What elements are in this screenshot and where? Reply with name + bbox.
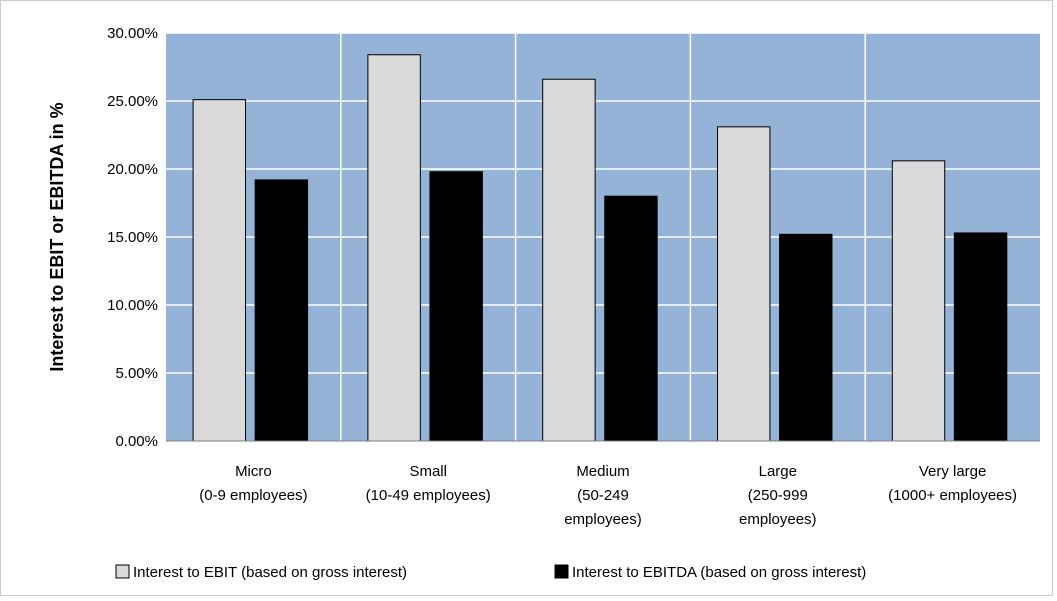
x-category-label: (10-49 employees) [366, 487, 491, 504]
x-category-label: Medium [576, 463, 629, 480]
x-category-label: Small [409, 463, 447, 480]
y-axis-label: Interest to EBIT or EBITDA in % [47, 102, 67, 371]
x-category-label: employees) [739, 511, 817, 528]
y-tick-label: 25.00% [107, 93, 158, 110]
bar-ebit-2 [542, 78, 596, 442]
bar-ebitda-4 [953, 232, 1008, 442]
x-axis-categories: Micro (0-9 employees) Small (10-49 employee… [199, 463, 1017, 528]
legend-label-ebit: Interest to EBIT (based on gross interes… [133, 564, 407, 581]
bar-ebit-3 [716, 126, 771, 442]
x-category-label: Large [759, 463, 797, 480]
y-tick-label: 20.00% [107, 161, 158, 178]
legend-swatch-ebitda [554, 564, 569, 579]
bar-ebitda-1 [429, 171, 483, 442]
legend-label-ebitda: Interest to EBITDA (based on gross inter… [572, 564, 866, 581]
x-category-label: (250-999 [748, 487, 808, 504]
x-category-label: Very large [919, 463, 987, 480]
y-tick-label: 10.00% [107, 297, 158, 314]
x-category-label: (1000+ employees) [888, 487, 1017, 504]
bar-ebitda-2 [604, 195, 658, 442]
y-axis-ticks: 0.00% 5.00% 10.00% 15.00% 20.00% 25.00% 30.00% [107, 25, 158, 450]
x-category-label: employees) [564, 511, 642, 528]
legend-swatch-ebit [115, 564, 130, 579]
x-category-label: (50-249 [577, 487, 629, 504]
bar-ebit-0 [192, 99, 247, 442]
x-category-label: Micro [235, 463, 272, 480]
y-tick-label: 30.00% [107, 25, 158, 42]
y-tick-label: 15.00% [107, 229, 158, 246]
bar-ebit-1 [367, 54, 421, 442]
y-tick-label: 5.00% [115, 365, 158, 382]
x-category-label: (0-9 employees) [199, 487, 307, 504]
bar-ebit-4 [891, 160, 946, 442]
y-tick-label: 0.00% [115, 433, 158, 450]
legend: Interest to EBIT (based on gross interes… [115, 564, 866, 581]
bar-ebitda-0 [254, 179, 309, 442]
bar-ebitda-3 [779, 233, 833, 442]
